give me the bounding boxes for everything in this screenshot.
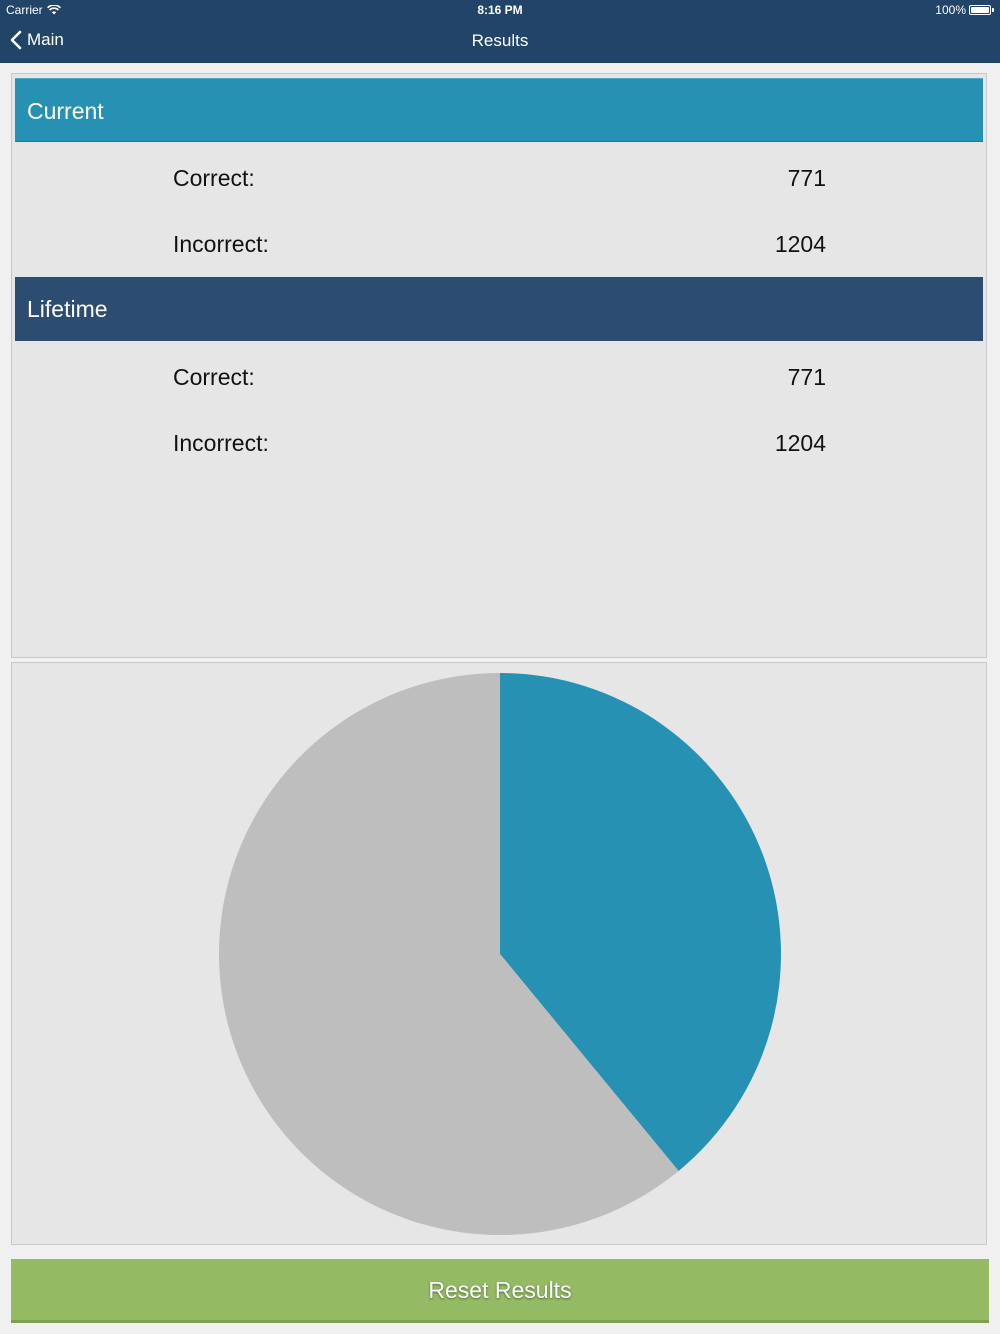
- pie-chart: [219, 673, 781, 1235]
- current-correct-row: Correct: 771: [15, 157, 983, 197]
- back-button-label: Main: [27, 30, 64, 49]
- current-section-header: Current: [15, 78, 983, 142]
- clock: 8:16 PM: [477, 3, 523, 17]
- current-correct-value: 771: [787, 165, 826, 191]
- back-button[interactable]: Main: [10, 30, 64, 50]
- lifetime-correct-value: 771: [787, 364, 826, 390]
- current-incorrect-value: 1204: [774, 231, 826, 257]
- battery-icon: [969, 5, 991, 15]
- lifetime-section-header: Lifetime: [15, 277, 983, 341]
- page-title: Results: [471, 31, 529, 50]
- current-correct-label: Correct:: [173, 165, 255, 191]
- lifetime-correct-label: Correct:: [173, 364, 255, 390]
- pie-slice-correct: [500, 673, 781, 1171]
- carrier-indicator: Carrier: [6, 3, 61, 17]
- pie-chart-panel: [11, 662, 987, 1245]
- current-incorrect-label: Incorrect:: [173, 231, 269, 257]
- battery-percentage: 100%: [935, 3, 966, 17]
- navigation-bar: Carrier 8:16 PM 100% Main Results: [0, 0, 1000, 63]
- chevron-left-icon: [10, 30, 22, 50]
- reset-results-button[interactable]: Reset Results: [11, 1259, 989, 1323]
- status-bar: Carrier 8:16 PM 100%: [0, 0, 1000, 20]
- battery-indicator: 100%: [935, 3, 994, 17]
- lifetime-incorrect-row: Incorrect: 1204: [15, 422, 983, 462]
- lifetime-correct-row: Correct: 771: [15, 356, 983, 396]
- carrier-label: Carrier: [6, 3, 43, 17]
- results-panel: Current Correct: 771 Incorrect: 1204 Lif…: [11, 73, 987, 658]
- lifetime-incorrect-value: 1204: [774, 430, 826, 456]
- wifi-icon: [46, 5, 61, 15]
- lifetime-incorrect-label: Incorrect:: [173, 430, 269, 456]
- pie-slice-incorrect: [219, 673, 679, 1235]
- current-incorrect-row: Incorrect: 1204: [15, 223, 983, 263]
